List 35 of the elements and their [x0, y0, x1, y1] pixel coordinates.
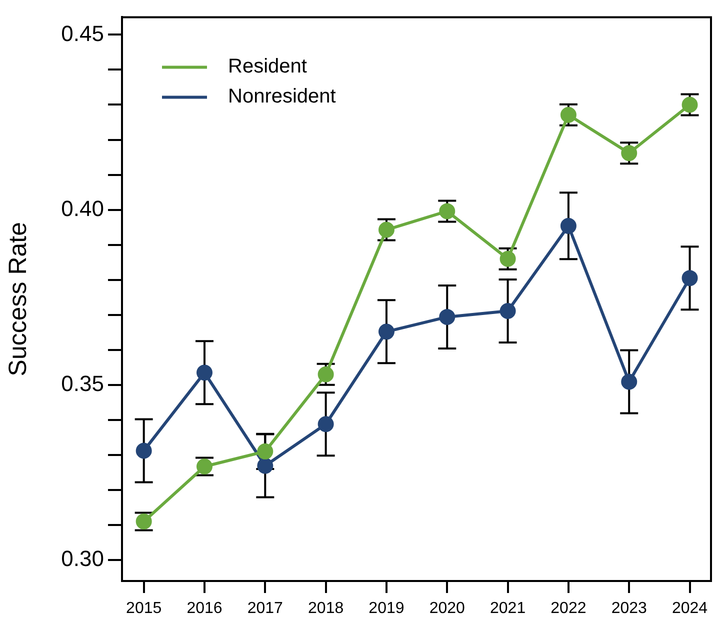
y-axis-title: Success Rate: [4, 222, 32, 376]
point: [682, 270, 698, 286]
point: [560, 106, 576, 123]
point: [560, 218, 576, 234]
point: [500, 303, 516, 320]
point: [439, 308, 456, 325]
legend-label: Nonresident: [228, 86, 336, 108]
y-tick-label: 0.40: [61, 196, 104, 221]
y-tick-label: 0.45: [61, 20, 104, 46]
point: [500, 250, 516, 267]
point: [621, 145, 638, 162]
point: [318, 416, 334, 432]
x-tick-label: 2024: [672, 600, 708, 618]
x-tick-label: 2016: [186, 600, 222, 618]
point: [196, 364, 212, 381]
x-tick-label: 2021: [490, 600, 526, 618]
y-tick-label: 0.35: [61, 370, 104, 396]
point: [378, 324, 394, 340]
x-tick-label: 2017: [247, 600, 284, 618]
point: [318, 366, 334, 382]
point: [621, 374, 638, 390]
x-tick-label: 2015: [126, 600, 162, 618]
point: [257, 458, 274, 474]
x-tick-label: 2020: [429, 600, 466, 618]
y-tick-label: 0.30: [61, 546, 104, 572]
x-tick-label: 2018: [308, 600, 344, 618]
point: [439, 203, 456, 220]
point: [682, 96, 698, 113]
x-tick-label: 2022: [550, 600, 586, 618]
x-tick-label: 2019: [368, 600, 404, 618]
point: [378, 222, 394, 238]
point: [257, 443, 274, 460]
legend-label: Resident: [228, 56, 308, 78]
x-tick-label: 2023: [611, 600, 648, 618]
point: [136, 442, 152, 459]
